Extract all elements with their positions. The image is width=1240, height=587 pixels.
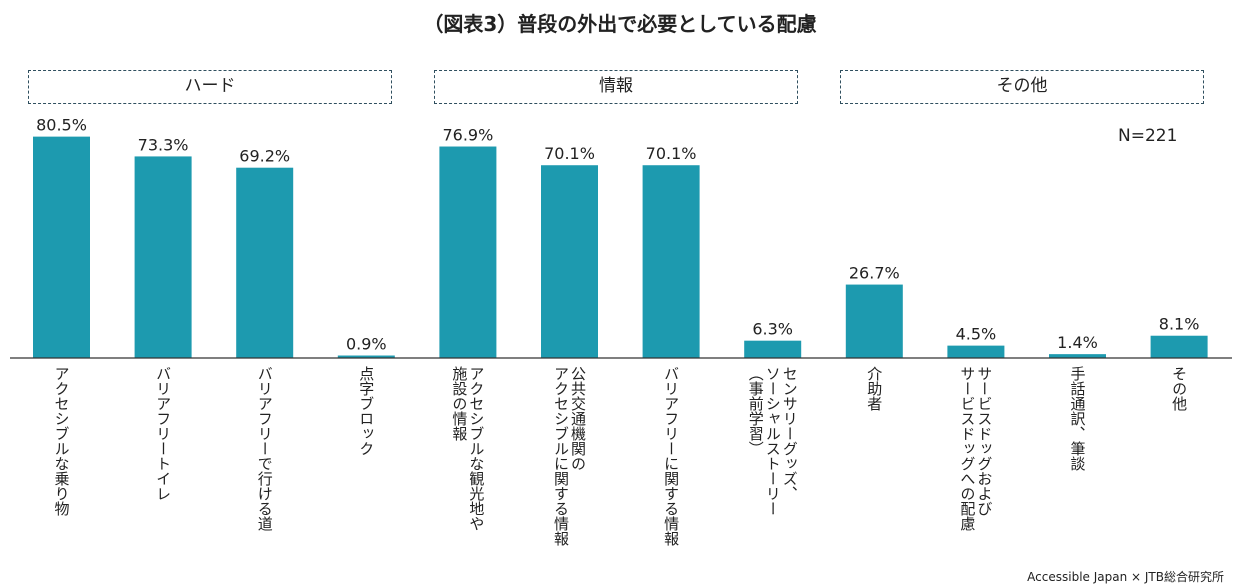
bar-4 <box>337 355 395 358</box>
category-label-11-line-1: 手話通訳、筆談 <box>1069 366 1087 471</box>
category-label-1-line-1: アクセシブルな乗り物 <box>53 366 71 517</box>
value-label-8: 6.3% <box>752 320 793 339</box>
group-other: その他 <box>840 70 1204 104</box>
value-label-10: 4.5% <box>956 325 997 344</box>
value-label-4: 0.9% <box>346 335 387 354</box>
value-label-2: 73.3% <box>138 135 189 154</box>
value-label-7: 70.1% <box>646 144 697 163</box>
bar-5 <box>439 146 497 358</box>
value-label-11: 1.4% <box>1057 333 1098 352</box>
bar-9 <box>845 284 903 358</box>
category-label-12-line-1: その他 <box>1170 366 1188 412</box>
category-label-3-line-1: バリアフリーで行ける道 <box>256 366 274 531</box>
category-label-4-line-1: 点字ブロック <box>357 366 375 456</box>
category-label-9-line-1: 介助者 <box>865 366 883 411</box>
sample-size-label: N=221 <box>1118 126 1178 146</box>
category-label-5-line-2: 施設の情報 <box>450 366 468 441</box>
bar-6 <box>541 165 598 358</box>
source-credit: Accessible Japan × JTB総合研究所 <box>1027 570 1224 584</box>
value-label-9: 26.7% <box>849 264 900 283</box>
value-label-12: 8.1% <box>1159 315 1200 334</box>
category-label-2-line-1: バリアフリートイレ <box>154 366 172 501</box>
bar-3 <box>236 167 294 358</box>
category-label-8-line-1: センサリーグッズ、 <box>781 366 799 501</box>
value-label-3: 69.2% <box>239 147 290 166</box>
bar-1 <box>33 136 90 358</box>
bar-10 <box>947 345 1005 358</box>
category-label-10-line-1: サービスドッグおよび <box>975 366 993 516</box>
bar-8 <box>744 340 802 358</box>
bar-7 <box>642 165 700 358</box>
category-label-8-line-3: （事前学習） <box>747 366 765 456</box>
category-label-5-line-1: アクセシブルな観光地や <box>467 366 485 531</box>
group-information: 情報 <box>434 70 798 104</box>
bar-11 <box>1049 354 1106 358</box>
value-label-1: 80.5% <box>36 116 87 135</box>
category-label-6-line-2: アクセシブルに関する情報 <box>552 366 570 546</box>
value-label-5: 76.9% <box>442 126 493 145</box>
category-label-6-line-1: 公共交通機関の <box>569 366 587 471</box>
bar-12 <box>1150 335 1208 358</box>
category-label-10-line-2: サービスドッグへの配慮 <box>958 366 976 532</box>
bar-2 <box>134 156 192 358</box>
category-label-7-line-1: バリアフリーに関する情報 <box>662 366 680 546</box>
category-label-8-line-2: ソーシャルストーリー <box>764 366 782 516</box>
value-label-6: 70.1% <box>544 144 595 163</box>
group-hard: ハード <box>28 70 392 104</box>
chart-title: （図表3）普段の外出で必要としている配慮 <box>423 12 817 36</box>
